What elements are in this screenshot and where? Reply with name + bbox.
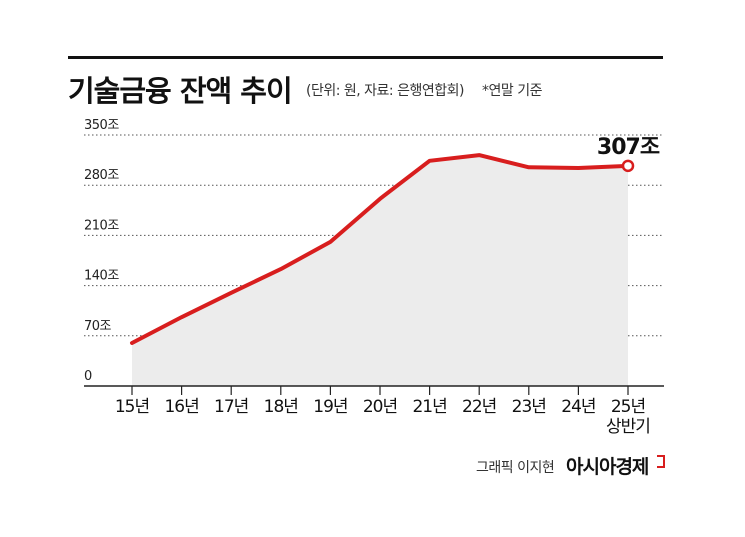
unit-source-note: (단위: 원, 자료: 은행연합회) bbox=[306, 83, 464, 99]
x-tick-label: 25년 bbox=[611, 397, 645, 417]
brand-mark-icon bbox=[657, 455, 665, 468]
y-tick-label: 210조 bbox=[84, 218, 119, 233]
x-tick-label: 16년 bbox=[164, 397, 198, 417]
x-tick-label: 상반기 bbox=[606, 417, 650, 437]
x-tick-label: 21년 bbox=[412, 397, 446, 417]
series-line bbox=[130, 153, 635, 345]
last-point-marker bbox=[621, 159, 635, 173]
chart-title: 기술금융 잔액 추이 bbox=[68, 74, 293, 108]
x-tick-label: 20년 bbox=[363, 397, 397, 417]
x-tick-label: 17년 bbox=[214, 397, 248, 417]
basis-note: *연말 기준 bbox=[482, 83, 542, 99]
x-tick-label: 19년 bbox=[313, 397, 347, 417]
y-tick-label: 0 bbox=[84, 369, 92, 384]
y-tick-label: 350조 bbox=[84, 118, 119, 133]
y-tick-label: 70조 bbox=[84, 319, 112, 334]
last-value-label: 307조 bbox=[597, 135, 660, 160]
y-tick-label: 140조 bbox=[84, 269, 119, 284]
x-tick-label: 22년 bbox=[462, 397, 496, 417]
graphic-credit: 그래픽 이지현 bbox=[476, 460, 555, 476]
series-line-path bbox=[130, 153, 630, 345]
area-shape bbox=[132, 155, 628, 386]
x-tick-label: 23년 bbox=[512, 397, 546, 417]
brand-logo-text: 아시아경제 bbox=[566, 456, 649, 478]
y-tick-label: 280조 bbox=[84, 168, 119, 183]
top-rule bbox=[68, 56, 663, 59]
area-fill bbox=[132, 155, 628, 386]
y-axis-tick-labels: 0 70조 140조 210조 280조 350조 bbox=[84, 118, 120, 384]
x-tick-label: 15년 bbox=[115, 397, 149, 417]
x-tick-label: 24년 bbox=[561, 397, 595, 417]
x-tick-label: 18년 bbox=[264, 397, 298, 417]
data-labels: 307조 bbox=[597, 135, 661, 160]
